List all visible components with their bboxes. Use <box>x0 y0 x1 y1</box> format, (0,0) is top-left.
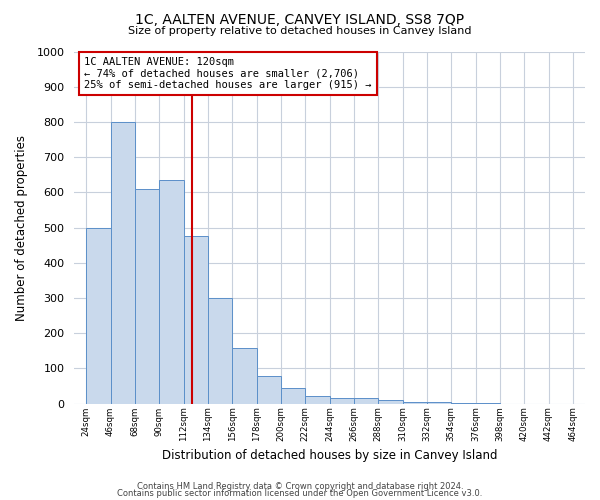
Text: 1C, AALTEN AVENUE, CANVEY ISLAND, SS8 7QP: 1C, AALTEN AVENUE, CANVEY ISLAND, SS8 7Q… <box>136 12 464 26</box>
Y-axis label: Number of detached properties: Number of detached properties <box>15 134 28 320</box>
Bar <box>305 396 329 404</box>
Bar <box>257 376 281 404</box>
Bar <box>329 398 354 404</box>
Text: Contains HM Land Registry data © Crown copyright and database right 2024.: Contains HM Land Registry data © Crown c… <box>137 482 463 491</box>
Bar <box>159 180 184 404</box>
Bar <box>86 228 110 404</box>
Bar <box>232 348 257 404</box>
Bar <box>208 298 232 404</box>
Bar <box>184 236 208 404</box>
Bar <box>135 189 159 404</box>
Bar <box>427 402 451 404</box>
Text: 1C AALTEN AVENUE: 120sqm
← 74% of detached houses are smaller (2,706)
25% of sem: 1C AALTEN AVENUE: 120sqm ← 74% of detach… <box>84 57 372 90</box>
Text: Contains public sector information licensed under the Open Government Licence v3: Contains public sector information licen… <box>118 490 482 498</box>
Bar <box>451 403 476 404</box>
X-axis label: Distribution of detached houses by size in Canvey Island: Distribution of detached houses by size … <box>162 450 497 462</box>
Bar <box>281 388 305 404</box>
Text: Size of property relative to detached houses in Canvey Island: Size of property relative to detached ho… <box>128 26 472 36</box>
Bar <box>110 122 135 404</box>
Bar <box>378 400 403 404</box>
Bar <box>354 398 378 404</box>
Bar <box>403 402 427 404</box>
